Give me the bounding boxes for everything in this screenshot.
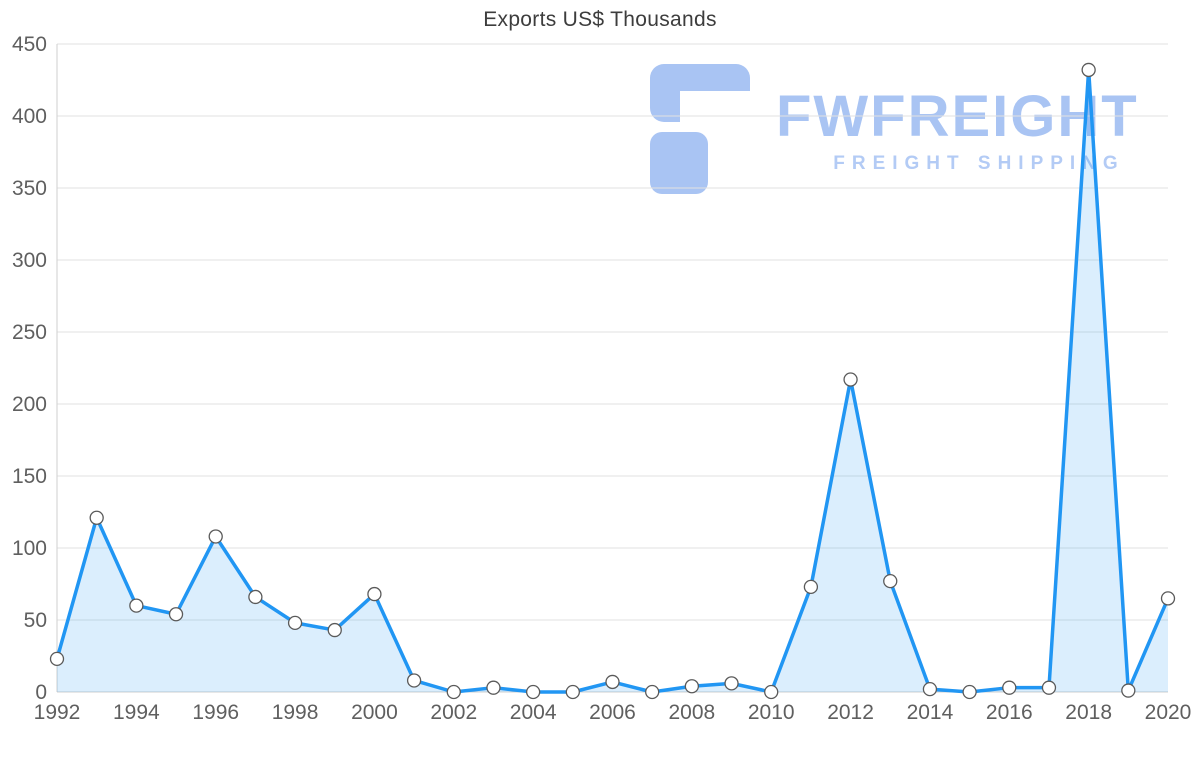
data-point-marker[interactable]: 1996: 108 — [208, 529, 223, 544]
data-point-marker[interactable]: 2019: 1 — [1121, 683, 1136, 698]
x-axis-tick-label: 1996 — [192, 701, 239, 724]
y-axis-tick-label: 250 — [12, 321, 47, 344]
data-point-marker[interactable]: 2012: 217 — [843, 372, 858, 387]
x-axis-tick-label: 2006 — [589, 701, 636, 724]
data-point-marker[interactable]: 2014: 2 — [922, 681, 938, 697]
data-point-marker[interactable]: 2001: 8 — [406, 673, 422, 688]
data-point-marker[interactable]: 1994: 60 — [129, 598, 144, 613]
y-axis-tick-label: 100 — [12, 537, 47, 560]
data-point-marker[interactable]: 2013: 77 — [883, 573, 898, 589]
data-point-marker[interactable]: 2018: 432 — [1081, 62, 1096, 78]
x-axis-tick-label: 2020 — [1145, 701, 1192, 724]
y-axis-tick-label: 0 — [35, 681, 47, 704]
data-point-marker[interactable]: 2004: 0 — [525, 684, 541, 700]
data-point-marker[interactable]: 1999: 43 — [327, 622, 342, 638]
y-axis-tick-label: 300 — [12, 249, 47, 272]
x-axis-tick-label: 2012 — [827, 701, 874, 724]
x-axis-tick-label: 2016 — [986, 701, 1033, 724]
data-point-marker[interactable]: 1995: 54 — [168, 607, 184, 622]
data-point-marker[interactable]: 2017: 3 — [1041, 680, 1057, 695]
y-axis-tick-label: 350 — [12, 177, 47, 200]
data-point-marker[interactable]: 1992: 23 — [49, 651, 65, 667]
data-point-marker[interactable]: 2006: 7 — [605, 674, 620, 690]
chart-title: Exports US$ Thousands — [483, 8, 717, 31]
x-axis-tick-label: 2002 — [430, 701, 477, 724]
data-point-marker[interactable]: 2010: 0 — [764, 684, 779, 700]
data-point-marker[interactable]: 1997: 66 — [248, 589, 263, 605]
data-point-marker[interactable]: 1993: 121 — [89, 510, 104, 525]
x-axis-tick-label: 1992 — [34, 701, 81, 724]
data-point-marker[interactable]: 2003: 3 — [486, 680, 501, 695]
data-point-marker[interactable]: 2016: 3 — [1002, 680, 1017, 695]
x-axis-tick-label: 2018 — [1065, 701, 1112, 724]
x-axis-tick-label: 2000 — [351, 701, 398, 724]
x-axis-tick-label: 2010 — [748, 701, 795, 724]
x-axis-tick-label: 2014 — [907, 701, 954, 724]
x-axis-tick-label: 2008 — [668, 701, 715, 724]
data-point-marker[interactable]: 2020: 65 — [1160, 591, 1176, 606]
data-point-marker[interactable]: 2008: 4 — [684, 679, 700, 694]
y-axis-tick-label: 150 — [12, 465, 47, 488]
watermark-tagline-text: FREIGHT SHIPPING — [833, 153, 1125, 174]
x-axis-tick-label: 1998 — [272, 701, 319, 724]
data-point-marker[interactable]: 2002: 0 — [446, 684, 461, 700]
data-point-marker[interactable]: 2007: 0 — [645, 684, 660, 700]
y-axis-tick-label: 400 — [12, 105, 47, 128]
y-axis-tick-label: 50 — [24, 609, 47, 632]
data-point-marker[interactable]: 2000: 68 — [367, 586, 382, 602]
data-point-marker[interactable]: 2015: 0 — [962, 684, 977, 700]
data-point-marker[interactable]: 2011: 73 — [803, 579, 819, 595]
data-point-marker[interactable]: 1998: 48 — [287, 615, 303, 631]
x-axis-tick-label: 1994 — [113, 701, 160, 724]
data-point-marker[interactable]: 2009: 6 — [724, 676, 739, 691]
y-axis-tick-label: 200 — [12, 393, 47, 416]
data-point-marker[interactable]: 2005: 0 — [565, 684, 580, 700]
fwfreight-logo-icon — [650, 64, 754, 194]
y-axis-tick-label: 450 — [12, 33, 47, 56]
series-area-fill — [57, 69, 1168, 693]
x-axis-tick-label: 2004 — [510, 701, 557, 724]
